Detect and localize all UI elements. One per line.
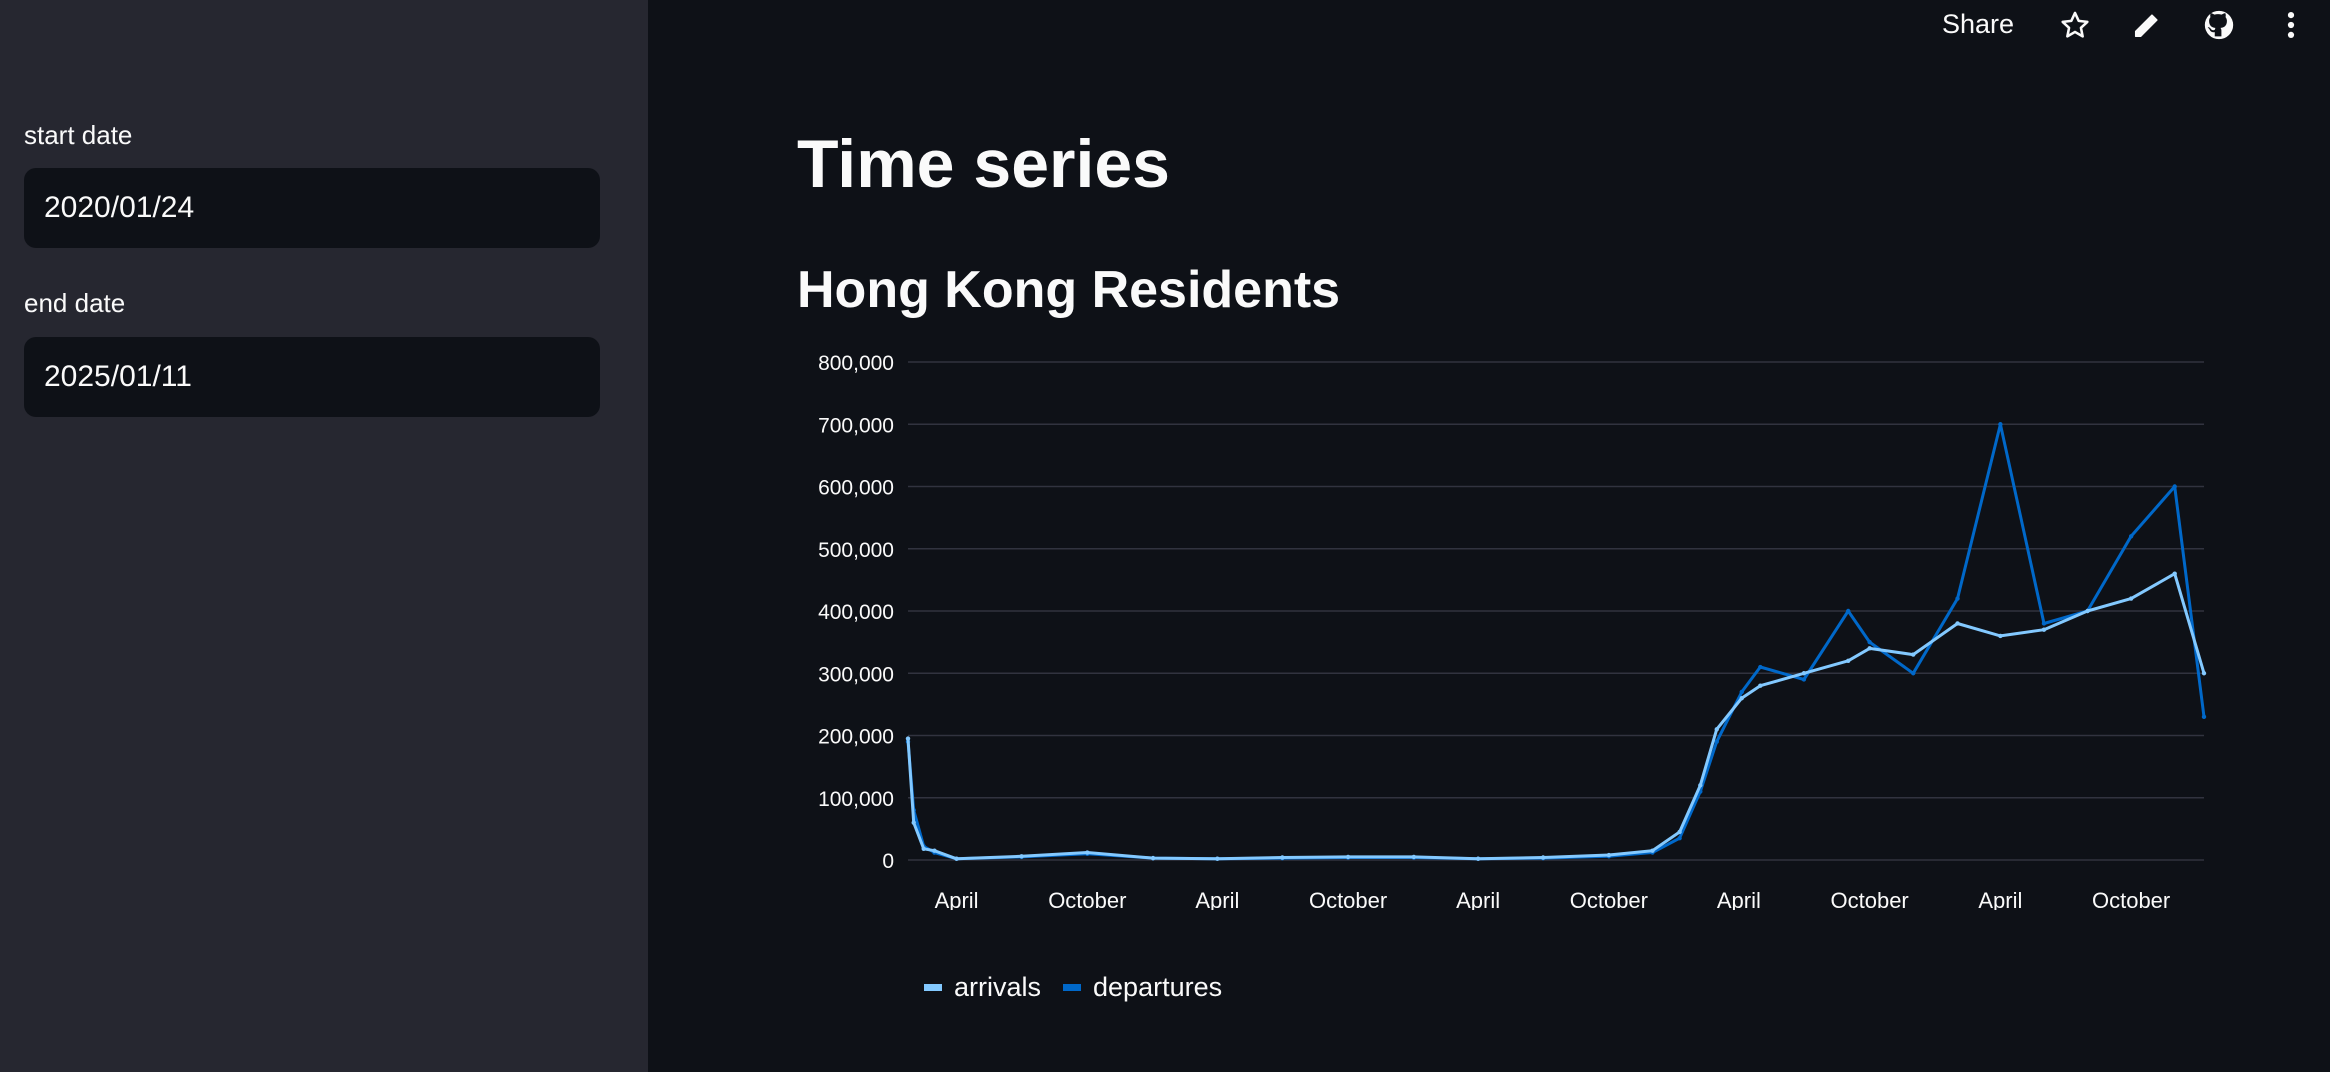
y-tick-label: 800,000 [818,352,894,375]
data-point-departures [1739,689,1744,695]
data-point-arrivals [1714,727,1719,732]
start-date-input[interactable] [42,190,600,226]
x-tick-label: October [1048,888,1126,910]
data-point-arrivals [954,856,959,861]
data-point-departures [2128,534,2134,539]
data-point-arrivals [1475,856,1481,861]
github-icon[interactable] [2202,8,2236,42]
data-point-arrivals [1411,854,1417,860]
data-point-departures [1998,422,2003,427]
legend-label-arrivals: arrivals [954,972,1042,1002]
data-point-arrivals [921,846,926,851]
data-point-arrivals [1846,658,1851,663]
data-point-arrivals [1867,646,1872,651]
data-point-arrivals [1698,783,1703,788]
x-tick-label: October [1831,888,1909,910]
legend-label-departures: departures [1093,972,1223,1002]
data-point-departures [2201,714,2207,720]
series-line-arrivals [906,572,2206,861]
series-line-departures [906,422,2206,861]
data-point-arrivals [1739,695,1744,701]
data-point-arrivals [911,820,916,825]
data-point-departures [2041,621,2047,626]
time-series-chart[interactable]: 0 100,000 200,000 300,000 400,000 500,000 600,… [780,350,2220,910]
x-tick-label: October [1570,888,1648,910]
data-point-departures [1677,836,1682,841]
data-point-departures [1846,608,1851,614]
y-tick-label: 600,000 [818,477,894,500]
x-tick-label: April [1978,888,2022,910]
sidebar: start date end date [0,0,648,1072]
page-subtitle: Hong Kong Residents [797,261,1341,319]
pencil-icon[interactable] [2130,8,2164,42]
data-point-arrivals [1758,683,1763,688]
data-point-departures [2172,484,2177,489]
data-point-departures [1867,639,1872,645]
x-tick-label: April [935,888,979,910]
end-date-input[interactable] [42,359,600,395]
legend-item-arrivals[interactable]: arrivals [924,972,1041,1003]
data-point-arrivals [1215,856,1220,861]
y-tick-label: 300,000 [818,663,894,686]
legend-swatch-arrivals [924,984,942,991]
data-point-arrivals [1955,621,1960,626]
data-point-arrivals [1606,852,1612,858]
start-date-label: start date [24,120,133,150]
share-button[interactable]: Share [1941,9,2014,39]
end-date-field[interactable] [24,337,600,417]
kebab-menu-icon[interactable] [2274,8,2308,42]
start-date-field[interactable] [24,168,600,248]
data-point-departures [1758,664,1763,670]
data-point-arrivals [2201,671,2207,676]
x-tick-label: October [1309,888,1387,910]
data-point-arrivals [1280,855,1285,860]
y-tick-label: 700,000 [818,414,894,437]
data-point-arrivals [2041,627,2047,632]
data-point-arrivals [1540,855,1546,860]
data-point-arrivals [1677,829,1682,835]
legend-item-departures[interactable]: departures [1063,972,1222,1003]
data-point-arrivals [2128,596,2134,601]
x-tick-label: April [1717,888,1761,910]
x-tick-label: April [1195,888,1239,910]
data-point-arrivals [1085,850,1090,855]
data-point-arrivals [1911,652,1916,657]
data-point-arrivals [1150,855,1156,861]
y-tick-label: 100,000 [818,788,894,811]
x-tick-label: October [2092,888,2170,910]
data-point-arrivals [2085,608,2090,614]
data-point-arrivals [1998,633,2003,639]
data-point-arrivals [905,736,911,741]
data-point-arrivals [1801,671,1807,676]
page-title: Time series [797,126,1171,202]
data-point-arrivals [932,848,937,853]
end-date-label: end date [24,288,126,318]
data-point-departures [1714,739,1719,744]
y-tick-label: 200,000 [818,726,894,749]
legend-swatch-departures [1063,984,1082,991]
data-point-departures [1911,671,1916,676]
x-tick-label: April [1456,888,1500,910]
data-point-arrivals [1345,854,1351,860]
data-point-arrivals [2172,571,2177,576]
y-tick-label: 0 [882,850,894,873]
y-tick-label: 400,000 [818,601,894,624]
chart-legend: arrivals departures [924,972,1244,1003]
data-point-departures [1801,677,1807,682]
data-point-departures [1955,596,1960,601]
y-tick-label: 500,000 [818,539,894,562]
data-point-arrivals [1019,854,1024,859]
star-icon[interactable] [2058,8,2092,42]
data-point-arrivals [1650,848,1655,853]
